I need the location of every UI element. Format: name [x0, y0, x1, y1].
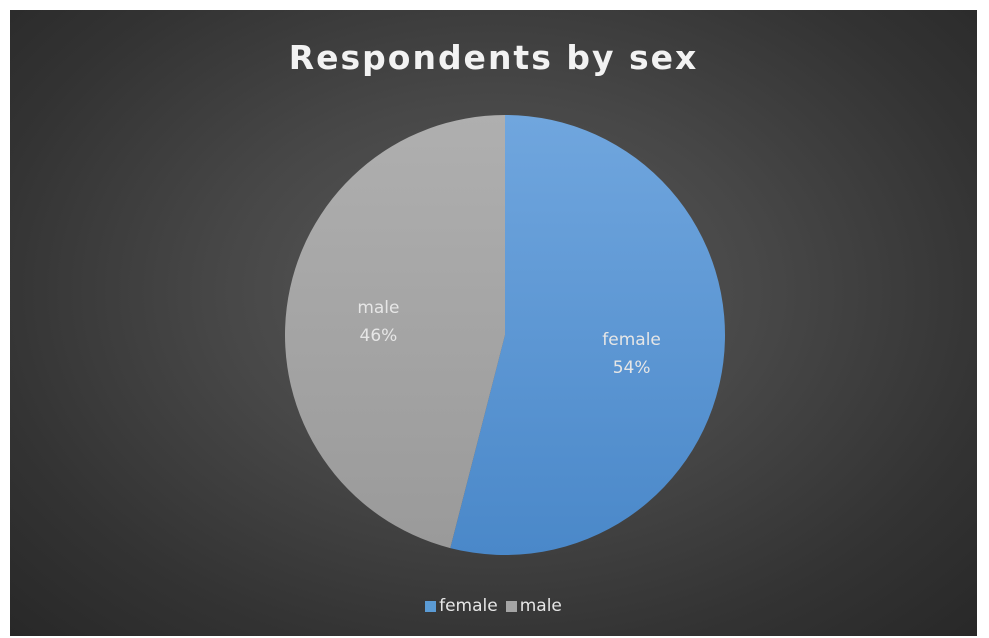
pie-slice-male	[285, 115, 505, 549]
legend-swatch-male	[505, 600, 517, 612]
legend-label-female: female	[439, 596, 498, 616]
legend-label-male: male	[519, 596, 562, 616]
slice-label-male: male	[357, 298, 399, 318]
slice-label-female: female	[602, 330, 661, 350]
pie-chart: female 54% male 46%	[285, 115, 726, 556]
chart-title: Respondents by sex	[288, 38, 699, 77]
slice-value-female: 54%	[613, 358, 651, 378]
slice-value-male: 46%	[360, 326, 398, 346]
pie-slice-female	[450, 115, 726, 556]
chart-area: Respondents by sex female 54% male 46% fema…	[10, 10, 977, 636]
legend-item-female: female	[425, 596, 498, 616]
legend-item-male: male	[505, 596, 562, 616]
legend: female male	[10, 596, 977, 616]
legend-swatch-female	[425, 600, 437, 612]
